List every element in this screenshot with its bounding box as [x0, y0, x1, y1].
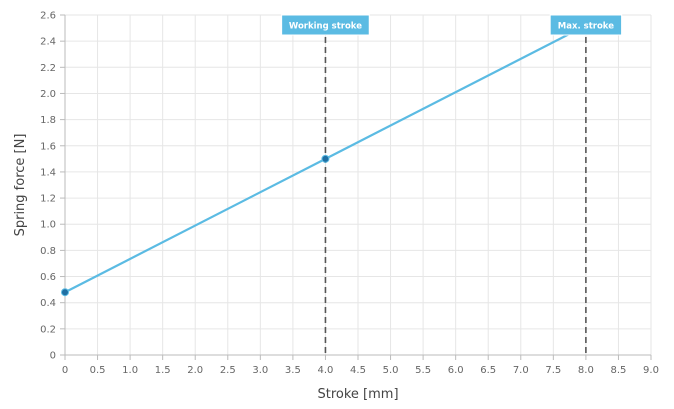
y-tick-label: 0	[50, 351, 56, 362]
x-tick-label: 5.0	[383, 365, 399, 376]
x-tick-label: 0.5	[90, 365, 106, 376]
y-tick-label: 2.4	[40, 37, 56, 48]
x-tick-label: 9.0	[643, 365, 659, 376]
y-tick-label: 0.8	[40, 246, 56, 257]
x-tick-label: 8.5	[610, 365, 626, 376]
tick-labels: 0 0.5 1.0 1.5 2.0 2.5 3.0 3.5 4.0 4.5 5.0 5.5 6.0 6.5…	[40, 11, 659, 377]
y-tick-label: 2.6	[40, 11, 56, 22]
x-tick-label: 3.0	[252, 365, 268, 376]
y-tick-label: 0.2	[40, 324, 56, 335]
y-tick-label: 2.0	[40, 89, 56, 100]
axes	[60, 15, 651, 360]
x-tick-label: 2.5	[220, 365, 236, 376]
data-point	[62, 289, 69, 296]
annotations: Working stroke Max. stroke	[282, 15, 622, 35]
y-tick-label: 1.6	[40, 141, 56, 152]
x-tick-label: 0	[62, 365, 68, 376]
x-tick-label: 5.5	[415, 365, 431, 376]
y-tick-label: 1.0	[40, 220, 56, 231]
x-tick-label: 4.5	[350, 365, 366, 376]
x-tick-label: 6.5	[480, 365, 496, 376]
x-tick-label: 3.5	[285, 365, 301, 376]
x-tick-label: 1.5	[155, 365, 171, 376]
y-tick-label: 1.2	[40, 194, 56, 205]
x-tick-label: 7.5	[545, 365, 561, 376]
x-tick-label: 4.0	[317, 365, 333, 376]
x-axis-title: Stroke [mm]	[317, 387, 398, 402]
y-tick-label: 0.4	[40, 298, 56, 309]
y-tick-label: 2.2	[40, 63, 56, 74]
grid	[65, 15, 651, 355]
y-tick-label: 0.6	[40, 272, 56, 283]
x-tick-label: 7.0	[513, 365, 529, 376]
y-axis-title: Spring force [N]	[13, 134, 28, 237]
y-tick-label: 1.4	[40, 167, 56, 178]
x-tick-label: 2.0	[187, 365, 203, 376]
annotation-label: Working stroke	[289, 22, 362, 32]
y-tick-label: 1.8	[40, 115, 56, 126]
x-tick-label: 1.0	[122, 365, 138, 376]
annotation-label: Max. stroke	[558, 22, 614, 32]
x-tick-label: 8.0	[578, 365, 594, 376]
x-tick-label: 6.0	[448, 365, 464, 376]
data-point	[322, 155, 329, 162]
